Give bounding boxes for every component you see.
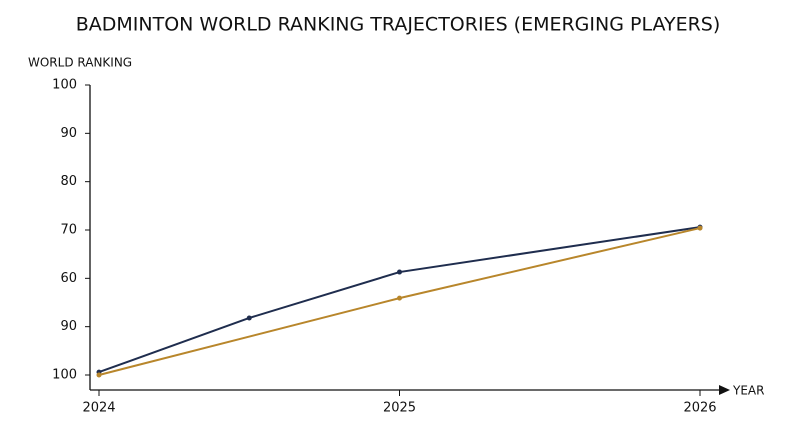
point	[397, 295, 402, 301]
x-axis-arrow	[719, 385, 730, 395]
y-tick-label: 60	[60, 271, 77, 286]
y-tick-label: 70	[60, 223, 77, 238]
point	[96, 372, 102, 378]
y-tick-label: 90	[60, 319, 77, 334]
y-tick-label: 100	[52, 78, 77, 93]
y-axis-label: WORLD RANKING	[28, 56, 132, 70]
chart-title: BADMINTON WORLD RANKING TRAJECTORIES (EM…	[76, 14, 721, 36]
x-tick-label: 2024	[82, 401, 115, 416]
y-tick-label: 90	[60, 126, 77, 141]
x-tick-label: 2025	[383, 401, 416, 416]
line	[98, 227, 701, 376]
x-tick-label: 2026	[683, 401, 716, 416]
x-axis-label: YEAR	[732, 384, 764, 398]
point	[246, 315, 252, 321]
line	[98, 226, 701, 374]
y-tick-label: 100	[52, 368, 77, 383]
point	[697, 225, 703, 231]
point	[397, 269, 402, 275]
y-tick-label: 80	[60, 174, 77, 189]
